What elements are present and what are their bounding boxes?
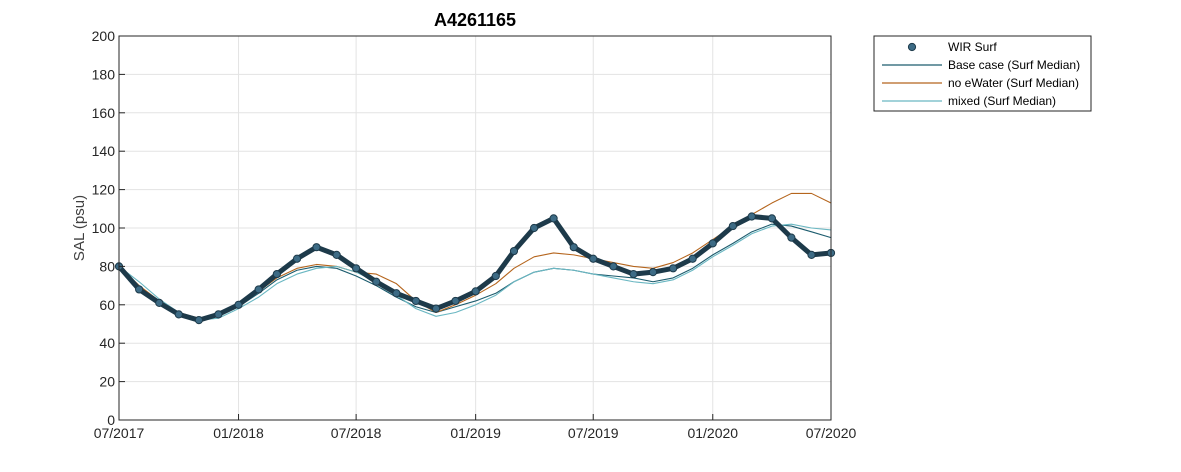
legend: WIR Surf Base case (Surf Median) no eWater… (873, 35, 1092, 112)
data-point (609, 262, 618, 271)
data-point (549, 214, 558, 223)
data-point (194, 316, 204, 325)
data-point (569, 243, 578, 252)
data-point (807, 250, 816, 259)
data-point (431, 304, 441, 313)
y-tick-label: 40 (99, 335, 115, 351)
data-point (254, 285, 263, 294)
data-point (352, 264, 361, 273)
y-tick-label: 80 (99, 258, 115, 274)
y-tick-label: 120 (92, 182, 116, 198)
data-point (135, 285, 144, 294)
x-tick-label: 01/2020 (687, 425, 738, 441)
data-point (688, 254, 697, 263)
data-point (292, 254, 302, 263)
data-point (747, 212, 756, 221)
data-point (332, 250, 341, 259)
x-tick-label: 01/2018 (213, 425, 264, 441)
legend-label: Base case (Surf Median) (948, 58, 1080, 72)
data-point (372, 277, 381, 286)
y-tick-label: 100 (92, 220, 116, 236)
plot-area (114, 35, 836, 421)
data-point (491, 271, 500, 281)
data-point (669, 264, 678, 273)
y-tick-label: 160 (92, 105, 116, 121)
data-point (471, 287, 480, 296)
series-0 (114, 212, 836, 325)
x-axis: 07/2017 01/2018 07/2018 01/2019 07/2019 01/20… (94, 414, 857, 441)
data-point (509, 246, 519, 256)
legend-label: no eWater (Surf Median) (948, 76, 1079, 90)
x-tick-label: 01/2019 (450, 425, 501, 441)
y-tick-label: 200 (92, 28, 116, 44)
data-point (451, 296, 460, 306)
chart-title: A4261165 (434, 10, 516, 30)
x-tick-label: 07/2020 (806, 425, 857, 441)
data-point (272, 269, 281, 279)
x-tick-label: 07/2018 (331, 425, 382, 441)
data-point (392, 289, 401, 298)
y-tick-label: 60 (99, 297, 115, 313)
y-axis-label: SAL (psu) (71, 195, 88, 261)
data-point (787, 233, 796, 242)
legend-label: mixed (Surf Median) (948, 94, 1056, 108)
data-point (629, 269, 638, 279)
y-tick-label: 180 (92, 66, 116, 82)
data-point (234, 300, 243, 309)
data-point (708, 239, 717, 248)
data-point (728, 221, 738, 231)
y-tick-label: 20 (99, 374, 115, 390)
data-point (174, 310, 183, 319)
x-tick-label: 07/2019 (568, 425, 619, 441)
y-tick-label: 0 (107, 412, 115, 428)
x-tick-label: 07/2017 (94, 425, 145, 441)
y-tick-label: 140 (92, 143, 116, 159)
data-point (648, 268, 658, 277)
data-point (589, 254, 598, 263)
data-point (155, 298, 164, 307)
data-point (530, 223, 539, 233)
legend-marker (907, 42, 917, 52)
y-axis: 0 20 40 60 80 100 120 140 160 180 200 (92, 28, 125, 428)
legend-label: WIR Surf (948, 40, 997, 54)
data-point (312, 243, 321, 252)
data-point (214, 310, 223, 319)
series-layer (114, 192, 836, 325)
data-point (767, 214, 776, 223)
data-point (411, 296, 420, 306)
